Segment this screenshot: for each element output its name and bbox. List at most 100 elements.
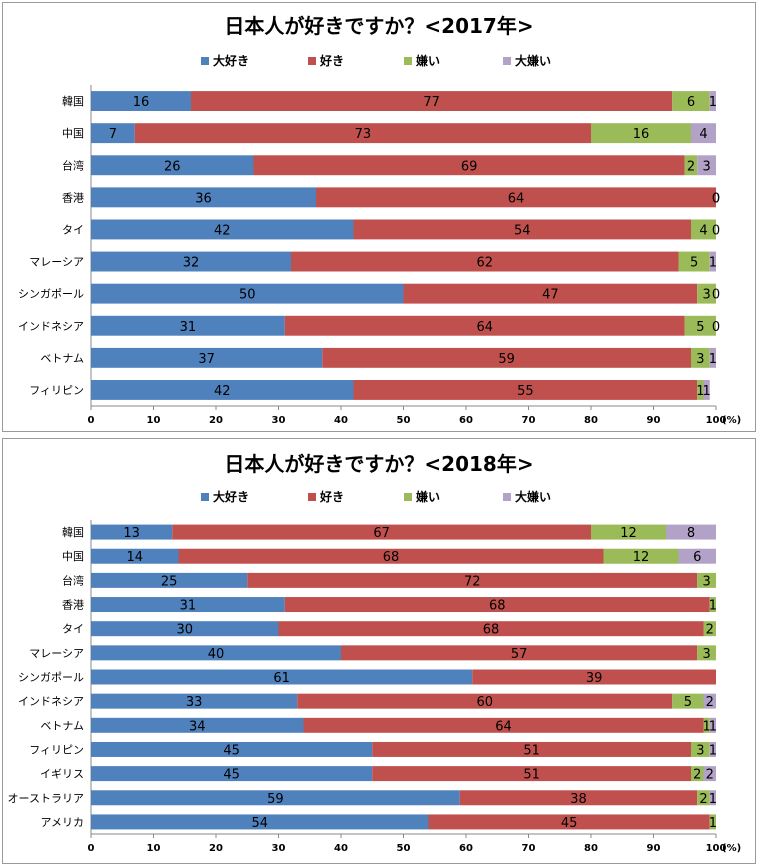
bar-segment-very-like [91,790,460,806]
bar-segment-dislike [709,597,716,613]
bar-segment-like [247,572,698,588]
bar-segment-like [372,741,691,757]
data-label-very-dislike: 1 [709,719,717,734]
bar-segment-very-like [91,669,473,685]
x-tick-label: 80 [584,415,598,426]
data-label-very-like: 45 [223,743,240,758]
bar-segment-very-dislike [709,741,716,757]
bar-segment-very-like [91,283,404,304]
data-label-very-dislike: 0 [712,288,720,303]
data-label-very-like: 37 [198,352,215,367]
data-label-dislike: 5 [696,320,704,335]
bar-segment-dislike [709,814,716,830]
legend-like-swatch [308,57,316,65]
x-tick-label: 100 [706,415,727,426]
data-label-very-dislike: 3 [702,159,710,174]
chart-2017-panel: 日本人が好きですか？<2017年> 大好き 好き 嫌い 大嫌い 0 10 20 30 40 50 60… [2,2,756,432]
category-label: タイ [62,223,84,236]
data-label-dislike: 1 [709,816,717,831]
data-label-very-like: 16 [133,95,150,110]
category-label: インドネシア [18,320,84,333]
data-label-very-like: 40 [208,647,225,662]
data-label-dislike: 2 [706,623,714,638]
data-label-dislike: 12 [633,550,650,565]
bar-segment-like [372,766,691,782]
legend-very-dislike-label: 大嫌い [515,53,551,68]
data-label-like: 64 [508,191,525,206]
bar-segment-like [253,155,685,176]
x-tick-label: 20 [209,843,223,854]
bar-segment-very-dislike [709,347,716,368]
data-label-very-like: 54 [251,816,268,831]
data-label-dislike: 3 [702,574,710,589]
data-label-dislike: 3 [696,743,704,758]
category-label: マレーシア [29,256,84,269]
category-label: オーストラリア [8,792,84,805]
data-label-like: 68 [483,623,500,638]
bar-segment-dislike [697,283,716,304]
bar-segment-like [303,717,704,733]
x-tick-label: 100 [706,843,727,854]
bar-segment-like [353,379,698,400]
bar-segment-very-like [91,315,285,336]
bar-segment-like [459,790,698,806]
data-label-very-like: 42 [214,384,231,399]
x-tick-label: 30 [272,843,286,854]
data-label-very-like: 45 [223,768,240,783]
bar-segment-very-like [91,379,354,400]
chart-title: 日本人が好きですか？<2017年> [224,14,533,38]
data-label-very-like: 34 [189,719,206,734]
bar-segment-very-like [91,251,291,272]
x-tick-label: 0 [88,415,95,426]
x-tick-label: 80 [584,843,598,854]
legend-very-like-label: 大好き [213,489,249,504]
bar-segment-very-like [91,621,279,637]
bar-segment-like [284,315,685,336]
data-label-very-dislike: 0 [712,191,720,206]
category-label: シンガポール [18,671,84,684]
category-label: 香港 [62,191,84,204]
data-label-very-dislike: 1 [702,384,710,399]
category-label: 韓国 [62,95,84,108]
bar-segment-very-like [91,219,354,240]
bar-segment-dislike [691,766,704,782]
category-label: マレーシア [29,647,84,660]
data-label-dislike: 1 [709,599,717,614]
data-label-very-like: 61 [273,671,290,686]
data-label-like: 67 [373,526,390,541]
data-label-like: 60 [476,695,493,710]
bar-segment-like [472,669,716,685]
data-label-like: 68 [489,599,506,614]
x-tick-label: 70 [522,415,536,426]
data-label-very-dislike: 2 [706,695,714,710]
bar-segment-dislike [691,219,716,240]
data-label-dislike: 0 [712,191,720,206]
data-label-very-like: 30 [176,623,193,638]
data-label-very-dislike: 1 [709,256,717,271]
x-tick-label: 90 [647,415,661,426]
legend-very-dislike-swatch [503,57,511,65]
data-label-very-dislike: 1 [709,352,717,367]
category-label: 台湾 [62,573,84,587]
data-label-dislike: 3 [702,647,710,662]
data-label-dislike: 3 [696,352,704,367]
data-label-like: 62 [476,256,493,271]
bar-segment-very-like [91,597,285,613]
bar-segment-like [428,814,710,830]
data-label-like: 39 [586,671,603,686]
data-label-very-dislike: 6 [693,550,701,565]
bar-segment-dislike [591,123,691,144]
data-label-very-like: 26 [164,159,181,174]
data-label-like: 72 [464,574,481,589]
bar-segment-very-dislike [709,251,716,272]
x-tick-label: 70 [522,843,536,854]
data-label-very-like: 59 [267,792,284,807]
legend-very-dislike-label: 大嫌い [515,489,551,504]
data-label-dislike: 2 [687,159,695,174]
legend-dislike-swatch [404,493,412,501]
data-label-very-like: 25 [161,574,178,589]
data-label-like: 47 [542,288,559,303]
legend-very-like-swatch [201,493,209,501]
legend-like-swatch [308,493,316,501]
category-label: イギリス [40,768,84,781]
